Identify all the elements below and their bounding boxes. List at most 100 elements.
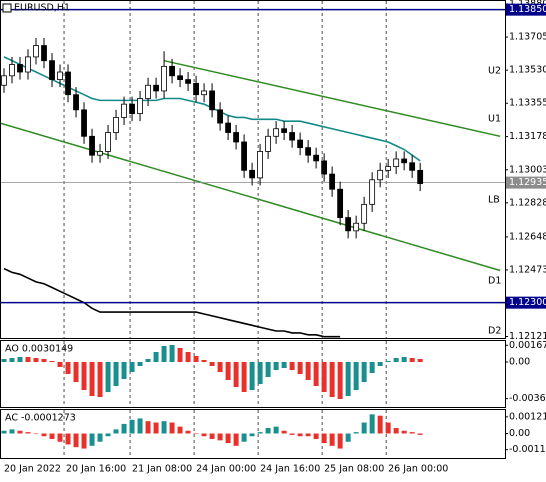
histogram-bar	[129, 419, 135, 434]
histogram-bar	[41, 433, 47, 437]
candle-body	[201, 90, 207, 96]
candle-body	[409, 162, 416, 171]
histogram-bar	[353, 362, 359, 390]
histogram-bar	[169, 345, 175, 362]
histogram-bar	[25, 432, 31, 434]
histogram-bar	[73, 362, 79, 382]
channel-label: D2	[488, 326, 501, 337]
histogram-bar	[329, 433, 335, 446]
histogram-bar	[393, 428, 399, 434]
histogram-bar	[409, 432, 415, 434]
histogram-bar	[177, 426, 183, 434]
histogram-bar	[369, 362, 375, 373]
candle-body	[257, 151, 264, 179]
y-tick-label: 0.00	[509, 357, 530, 368]
histogram-bar	[193, 356, 199, 362]
histogram-bar	[321, 362, 327, 392]
histogram-bar	[49, 361, 55, 362]
histogram-bar	[137, 362, 143, 366]
histogram-bar	[305, 433, 311, 437]
histogram-bar	[105, 362, 111, 392]
histogram-bar	[361, 362, 367, 382]
histogram-bar	[369, 414, 375, 434]
histogram-bar	[257, 362, 263, 384]
histogram-bar	[289, 433, 295, 435]
ac-title: AC -0.0001273	[5, 413, 76, 424]
histogram-bar	[305, 362, 311, 380]
histogram-bar	[161, 421, 167, 434]
histogram-bar	[201, 360, 207, 362]
ao-title: AO 0.0030149	[5, 344, 73, 355]
candle-body	[153, 84, 159, 92]
histogram-bar	[401, 430, 407, 434]
histogram-bar	[321, 433, 327, 444]
histogram-bar	[345, 362, 351, 396]
histogram-bar	[169, 422, 175, 434]
candle-body	[241, 141, 247, 171]
histogram-bar	[129, 362, 135, 372]
histogram-bar	[1, 359, 7, 362]
candle-body	[113, 116, 119, 133]
histogram-bar	[145, 421, 151, 434]
histogram-bar	[97, 362, 103, 397]
price-level-label: 1.13850	[509, 4, 546, 15]
candle-body	[193, 82, 199, 96]
candle-body	[81, 109, 87, 137]
x-tick-label: 21 Jan 08:00	[132, 464, 192, 475]
histogram-bar	[153, 352, 159, 362]
histogram-bar	[185, 352, 191, 362]
trend-line	[163, 59, 501, 138]
histogram-bar	[401, 357, 407, 362]
histogram-bar	[105, 433, 111, 437]
y-tick-label: 1.13178	[509, 131, 546, 142]
histogram-bar	[257, 432, 263, 434]
candle-body	[33, 45, 39, 58]
candle-body	[353, 222, 360, 232]
candle-body	[417, 169, 424, 184]
y-tick-label: 1.13705	[509, 32, 546, 43]
candle-body	[369, 179, 376, 205]
price-level-label: 1.12300	[509, 297, 546, 308]
candle-body	[89, 135, 95, 156]
candle-body	[121, 103, 127, 118]
y-tick-label: 1.12648	[509, 231, 546, 242]
histogram-bar	[273, 426, 279, 434]
y-tick-label: 0.001672	[509, 340, 546, 351]
price-level-label: 1.12935	[509, 177, 546, 188]
candle-body	[185, 79, 191, 84]
histogram-bar	[1, 430, 7, 434]
candle-body	[161, 65, 167, 92]
chart-title: EURUSD,H1	[14, 3, 70, 14]
histogram-bar	[121, 423, 127, 434]
candle-body	[281, 128, 288, 133]
histogram-bar	[193, 433, 199, 434]
title-icon	[2, 3, 12, 13]
indicator-line	[3, 267, 341, 338]
histogram-bar	[281, 362, 287, 368]
histogram-bar	[417, 359, 423, 362]
candle-body	[177, 75, 183, 80]
candle-body	[297, 139, 304, 149]
histogram-bar	[249, 433, 255, 437]
trend-line	[0, 122, 501, 272]
x-tick-label: 24 Jan 16:00	[260, 464, 320, 475]
histogram-bar	[89, 433, 95, 446]
channel-label: LB	[488, 195, 500, 206]
candle-body	[1, 75, 7, 86]
price-level-box	[506, 176, 546, 189]
y-tick-label: 1.13355	[509, 98, 546, 109]
histogram-bar	[153, 422, 159, 434]
main-frame	[0, 0, 506, 339]
histogram-bar	[145, 359, 151, 362]
histogram-bar	[65, 362, 71, 374]
histogram-bar	[377, 362, 383, 366]
histogram-bar	[113, 429, 119, 434]
histogram-bar	[81, 433, 87, 449]
channel-label: U2	[488, 66, 501, 77]
candle-body	[137, 98, 143, 115]
candle-body	[73, 94, 79, 111]
x-tick-label: 24 Jan 00:00	[196, 464, 256, 475]
histogram-bar	[121, 362, 127, 379]
candle-body	[313, 154, 320, 162]
